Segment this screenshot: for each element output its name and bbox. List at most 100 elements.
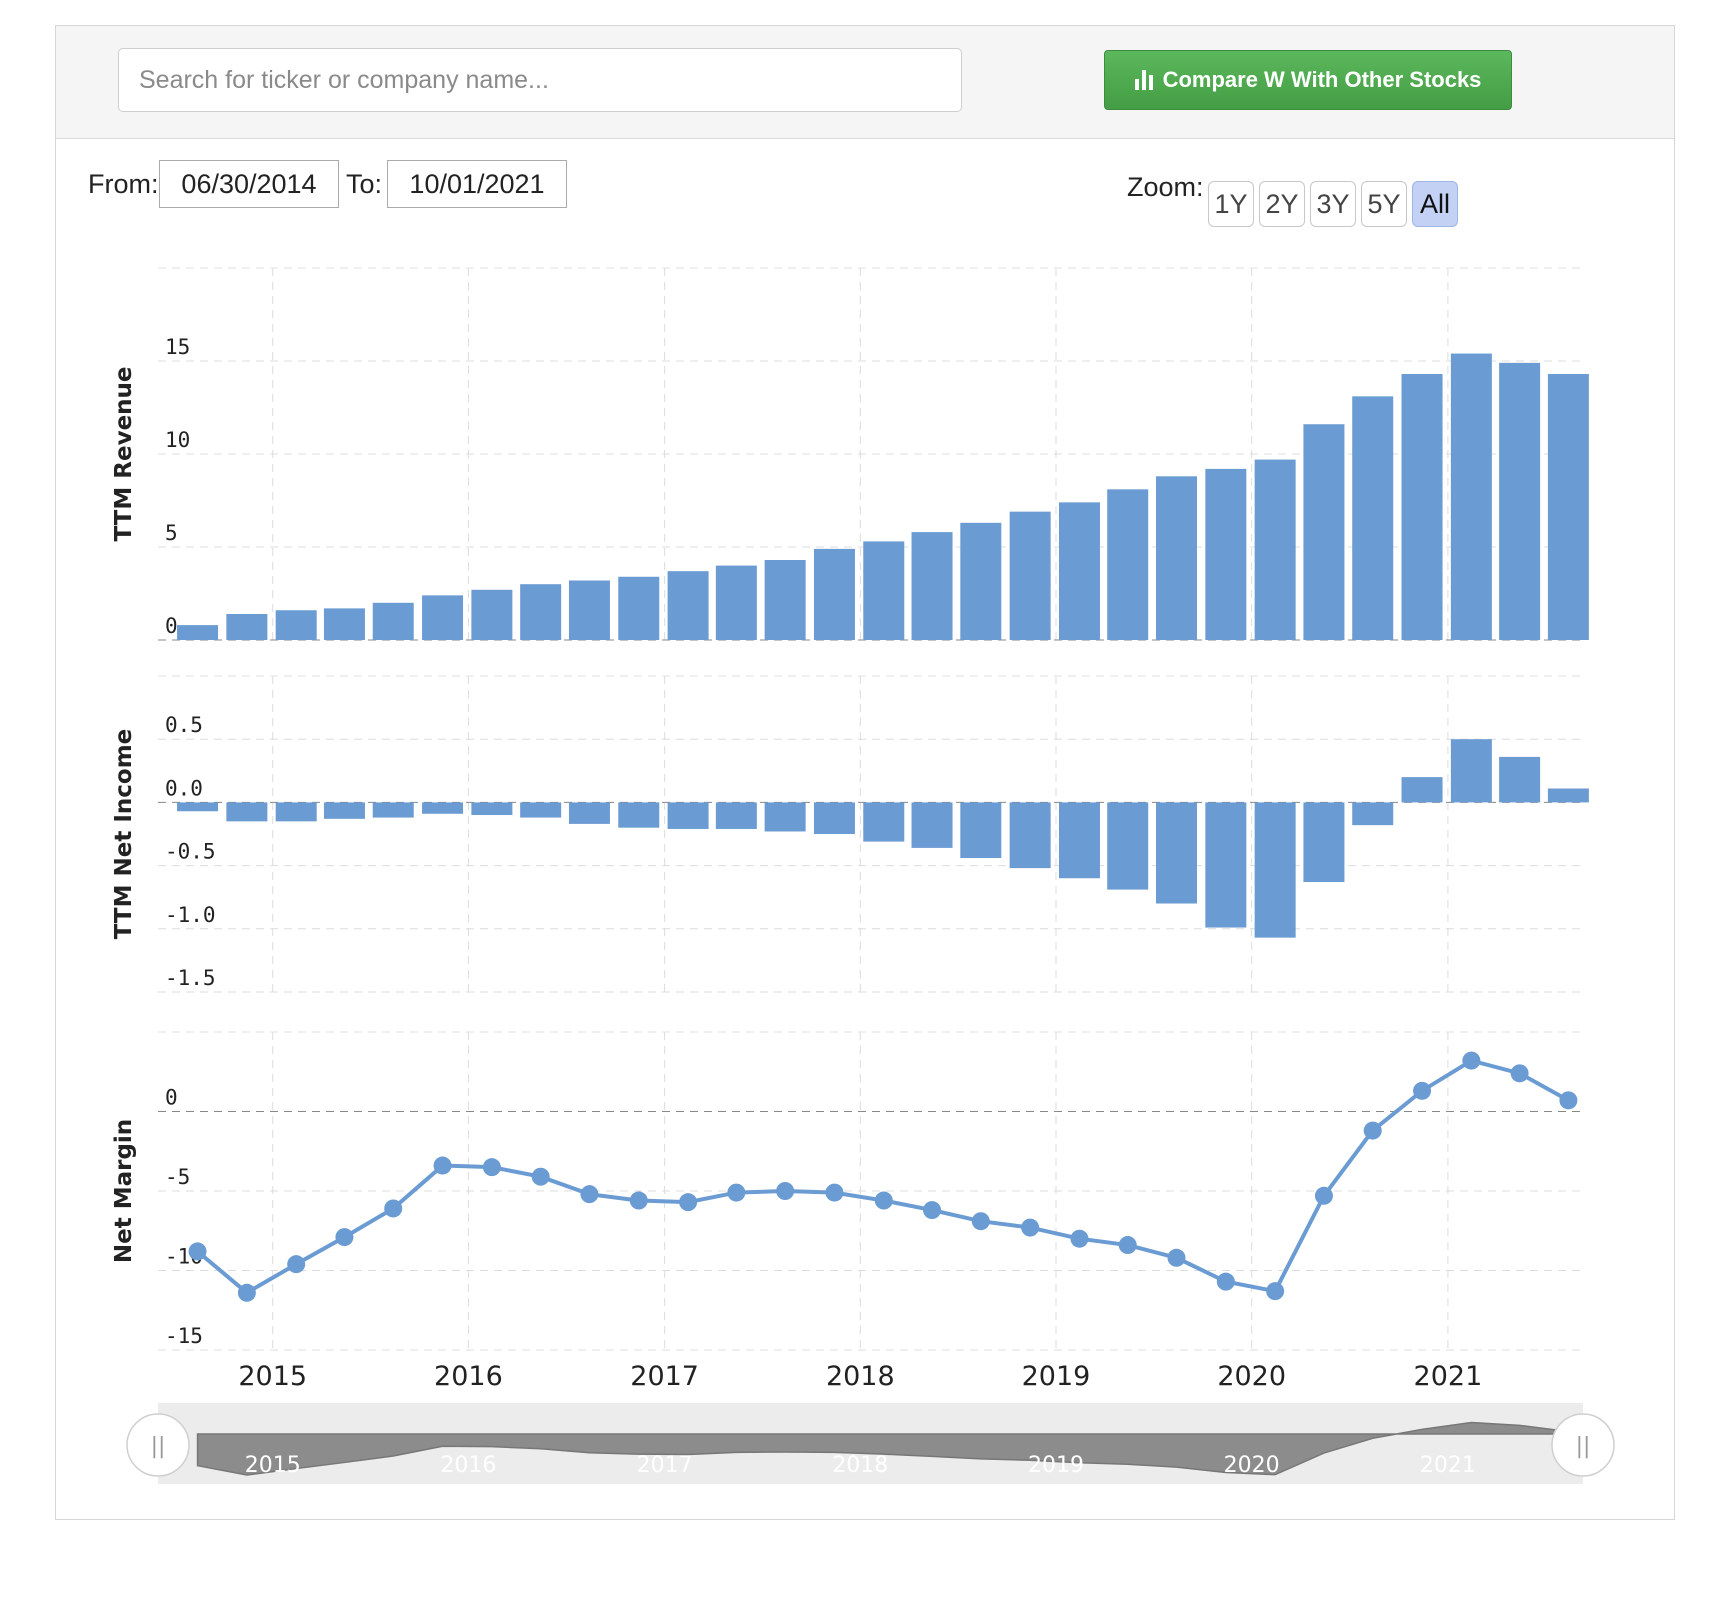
bar	[568, 802, 610, 824]
data-point	[1559, 1091, 1578, 1110]
data-point	[335, 1228, 354, 1247]
bar	[667, 571, 709, 640]
data-point	[1510, 1064, 1529, 1083]
bar	[911, 802, 953, 848]
data-point	[1167, 1248, 1186, 1267]
bar	[1352, 396, 1394, 640]
bar	[667, 802, 709, 829]
navigator-right-handle[interactable]: ||	[1551, 1413, 1615, 1477]
bar	[1352, 802, 1394, 826]
bar	[960, 522, 1002, 640]
compare-stocks-button[interactable]: Compare W With Other Stocks	[1104, 50, 1512, 110]
zoom-2y-button[interactable]: 2Y	[1259, 181, 1305, 227]
data-point	[237, 1283, 256, 1302]
y-tick-label: 0.5	[165, 713, 203, 737]
data-point	[1216, 1272, 1235, 1291]
bar	[1450, 739, 1492, 803]
navigator-left-handle[interactable]: ||	[126, 1413, 190, 1477]
bar	[1155, 476, 1197, 640]
bar	[715, 565, 757, 640]
data-point	[287, 1255, 306, 1274]
y-tick-label: 10	[165, 428, 190, 452]
x-tick-label: 2019	[1022, 1361, 1091, 1392]
data-point	[1266, 1282, 1285, 1301]
handle-grip-icon: ||	[151, 1434, 166, 1459]
compare-button-label: Compare W With Other Stocks	[1162, 67, 1482, 92]
bar	[1254, 459, 1296, 640]
y-tick-label: 5	[165, 521, 178, 545]
bar	[323, 608, 365, 640]
data-point	[679, 1193, 698, 1212]
bar	[764, 560, 806, 640]
bar	[226, 802, 268, 822]
data-point	[531, 1167, 550, 1186]
bar	[1303, 802, 1345, 883]
bar	[1401, 374, 1443, 640]
bar	[372, 802, 414, 818]
navigator-tick-label: 2019	[1028, 1453, 1084, 1478]
data-point	[188, 1242, 207, 1261]
from-label: From:	[88, 169, 159, 199]
y-tick-label: 0	[165, 1086, 178, 1110]
data-point	[433, 1156, 452, 1175]
bar	[764, 802, 806, 832]
navigator-area	[196, 1421, 1570, 1476]
data-point	[1118, 1236, 1137, 1255]
zoom-label: Zoom:	[1127, 172, 1204, 202]
to-date-input[interactable]	[387, 160, 567, 208]
bar	[618, 576, 660, 640]
bar	[1547, 374, 1589, 640]
navigator-tick-label: 2016	[440, 1453, 496, 1478]
y-axis-label: TTM Revenue	[111, 366, 137, 541]
bar	[177, 802, 219, 812]
bar	[863, 802, 905, 842]
to-label: To:	[346, 169, 383, 199]
y-tick-label: -5	[165, 1165, 190, 1189]
from-date-input[interactable]	[159, 160, 339, 208]
bar	[863, 541, 905, 640]
zoom-1y-button[interactable]: 1Y	[1208, 181, 1254, 227]
bar	[471, 589, 513, 640]
bar	[1450, 353, 1492, 640]
search-input[interactable]	[118, 48, 962, 112]
bar	[1547, 788, 1589, 803]
series-line	[196, 1058, 1570, 1296]
x-tick-label: 2018	[826, 1361, 895, 1392]
y-tick-label: 0.0	[165, 776, 203, 800]
bar	[1401, 777, 1443, 803]
bar	[1303, 424, 1345, 640]
x-tick-label: 2016	[434, 1361, 503, 1392]
data-point	[776, 1182, 795, 1200]
handle-grip-icon: ||	[1576, 1434, 1591, 1459]
bar	[1058, 502, 1100, 640]
zoom-all-button[interactable]: All	[1412, 181, 1458, 227]
search-bar-area: Compare W With Other Stocks	[56, 26, 1674, 139]
bar	[1058, 802, 1100, 879]
data-point	[971, 1212, 990, 1231]
navigator-tick-label: 2015	[245, 1453, 301, 1478]
bar	[813, 548, 855, 640]
data-point	[1070, 1229, 1089, 1248]
bar	[911, 532, 953, 640]
bar	[275, 802, 317, 822]
y-axis-label: TTM Net Income	[111, 729, 137, 940]
bar	[1499, 362, 1541, 640]
data-point	[727, 1183, 746, 1202]
navigator-tick-label: 2017	[637, 1453, 693, 1478]
bar	[372, 602, 414, 640]
data-point	[482, 1158, 501, 1177]
zoom-3y-button[interactable]: 3Y	[1310, 181, 1356, 227]
bar	[1107, 489, 1149, 640]
bar	[960, 802, 1002, 859]
bar	[422, 595, 464, 640]
data-point	[1413, 1081, 1432, 1100]
data-point	[1021, 1218, 1040, 1237]
bar	[520, 584, 562, 640]
navigator-tick-label: 2018	[832, 1453, 888, 1478]
zoom-5y-button[interactable]: 5Y	[1361, 181, 1407, 227]
data-point	[629, 1191, 648, 1210]
y-tick-label: -0.5	[165, 840, 216, 864]
bar	[226, 613, 268, 640]
bar	[422, 802, 464, 814]
